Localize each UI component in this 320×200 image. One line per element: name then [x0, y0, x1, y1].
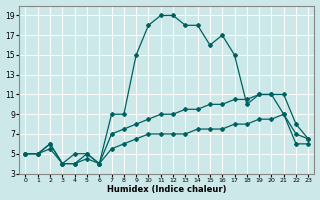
X-axis label: Humidex (Indice chaleur): Humidex (Indice chaleur) [107, 185, 227, 194]
